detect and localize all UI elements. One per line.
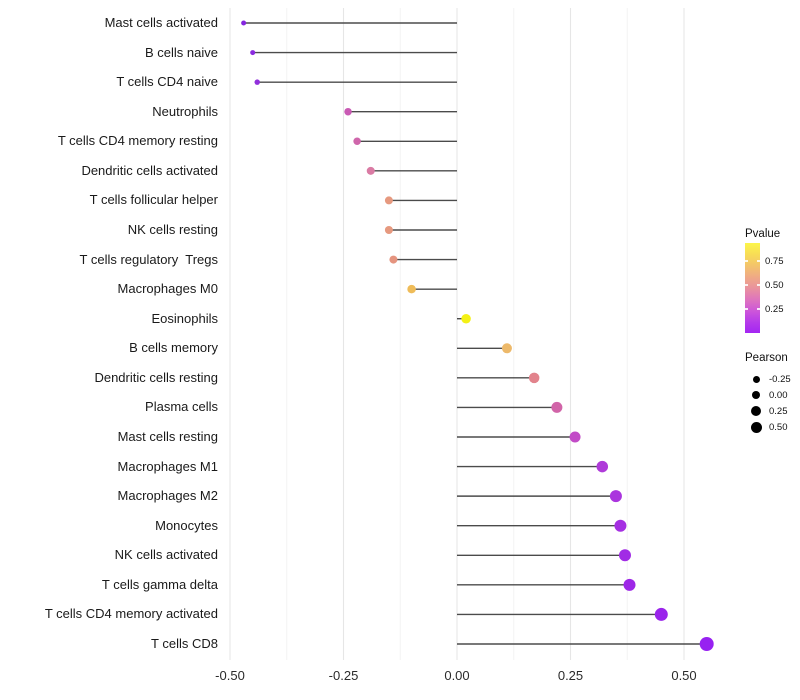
lollipop-dot [461,313,471,324]
pvalue-colorbar [745,243,760,333]
y-axis-label: B cells naive [145,44,218,60]
lollipop-dot [551,401,563,413]
lollipop-dot [344,107,352,116]
y-axis-label: Neutrophils [152,103,218,119]
pvalue-colorbar-notch [745,260,748,262]
y-axis-label: Monocytes [155,517,218,533]
lollipop-dot [250,50,256,56]
pearson-size-dot [751,390,761,400]
pvalue-legend-title: Pvalue [745,228,781,240]
pearson-size-dot [752,375,760,383]
lollipop-dot [596,460,609,473]
y-axis-label: Mast cells resting [117,428,218,444]
lollipop-dot [618,549,631,562]
y-axis-label: NK cells resting [127,221,218,237]
x-axis-tick-label: 0.00 [444,668,470,683]
pvalue-tick-label: 0.50 [765,279,784,291]
pearson-size-label: 0.50 [769,421,788,433]
lollipop-dot [699,636,714,651]
y-axis-label: T cells CD8 [151,635,218,651]
lollipop-dot [384,225,393,234]
lollipop-dot [389,255,398,264]
pearson-size-dot [750,421,762,433]
y-axis-label: B cells memory [129,340,218,356]
pearson-size-label: -0.25 [769,373,791,385]
x-axis-tick-label: 0.50 [671,668,697,683]
x-axis-tick-label: -0.25 [328,668,359,683]
y-axis-label: Macrophages M0 [117,281,218,297]
y-axis-label: T cells follicular helper [89,192,218,208]
y-axis-label: T cells regulatory Tregs [79,251,218,267]
x-axis-tick-label: 0.25 [557,668,584,683]
lollipop-dot [366,166,375,175]
y-axis-label: Mast cells activated [104,15,218,30]
lollipop-dot [254,79,260,85]
pvalue-tick-label: 0.25 [765,303,784,315]
y-axis-label: Macrophages M2 [117,488,218,504]
pearson-size-dot [751,406,761,416]
pvalue-colorbar-notch [745,284,748,286]
pvalue-colorbar-notch [757,284,760,286]
y-axis-label: Plasma cells [145,399,218,415]
y-axis-label: Eosinophils [151,310,219,326]
y-axis-label: T cells CD4 memory activated [44,606,218,622]
lollipop-dot [614,519,627,532]
pearson-size-label: 0.00 [769,389,788,401]
y-axis-label: T cells gamma delta [101,576,218,592]
y-axis-label: Macrophages M1 [117,458,218,474]
lollipop-dot [654,607,668,621]
lollipop-dot [241,20,247,26]
x-axis-tick-label: -0.50 [215,668,245,683]
lollipop-dot [384,196,393,205]
y-axis-label: Dendritic cells activated [81,162,218,178]
lollipop-dot [609,490,622,503]
pvalue-colorbar-notch [757,260,760,262]
pearson-size-label: 0.25 [769,405,788,417]
y-axis-label: T cells CD4 memory resting [57,133,218,149]
y-axis-label: T cells CD4 naive [116,74,218,90]
y-axis-label: Dendritic cells resting [94,369,218,385]
pvalue-colorbar-notch [757,308,760,310]
lollipop-dot [623,578,636,591]
lollipop-dot [528,372,540,384]
pearson-legend-title: Pearson [745,352,788,364]
lollipop-dot [353,137,361,146]
pvalue-colorbar-notch [745,308,748,310]
lollipop-dot [569,431,581,443]
lollipop-dot [407,284,416,294]
y-axis-label: NK cells activated [114,547,218,563]
lollipop-dot [501,343,512,354]
pvalue-tick-label: 0.75 [765,255,784,267]
